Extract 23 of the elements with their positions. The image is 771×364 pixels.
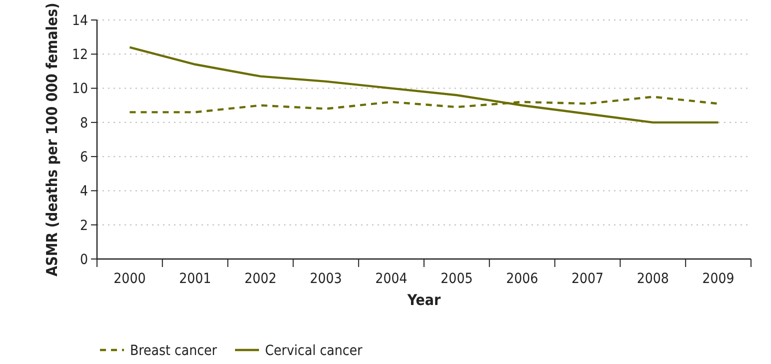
y-tick-label: 10 [72, 81, 88, 98]
legend-label: Breast cancer [130, 342, 218, 359]
x-tick-label: 2004 [375, 271, 408, 287]
line-series [128, 46, 720, 124]
y-axis-title: ASMR (deaths per 100 000 females) [43, 2, 61, 276]
x-tick-label: 2006 [506, 271, 538, 287]
y-tick-label: 6 [80, 149, 88, 166]
y-tick-label: 14 [72, 12, 88, 29]
y-tick-label: 12 [72, 47, 88, 64]
x-tick-label: 2005 [440, 271, 473, 287]
x-tick-label: 2007 [571, 271, 604, 287]
x-tick-label: 2001 [179, 271, 212, 287]
x-tick-label: 2008 [636, 271, 669, 287]
x-tick-label: 2002 [244, 271, 277, 287]
legend-label: Cervical cancer [265, 342, 364, 359]
y-tick-label: 8 [80, 115, 88, 132]
y-tick-label: 2 [80, 218, 88, 234]
x-tick-label: 2000 [114, 271, 146, 287]
x-tick-label: 2009 [702, 271, 734, 287]
x-axis-title: Year [406, 291, 441, 309]
y-tick-label: 0 [80, 252, 88, 268]
y-tick-label: 4 [80, 184, 88, 200]
x-tick-label: 2003 [310, 271, 342, 287]
